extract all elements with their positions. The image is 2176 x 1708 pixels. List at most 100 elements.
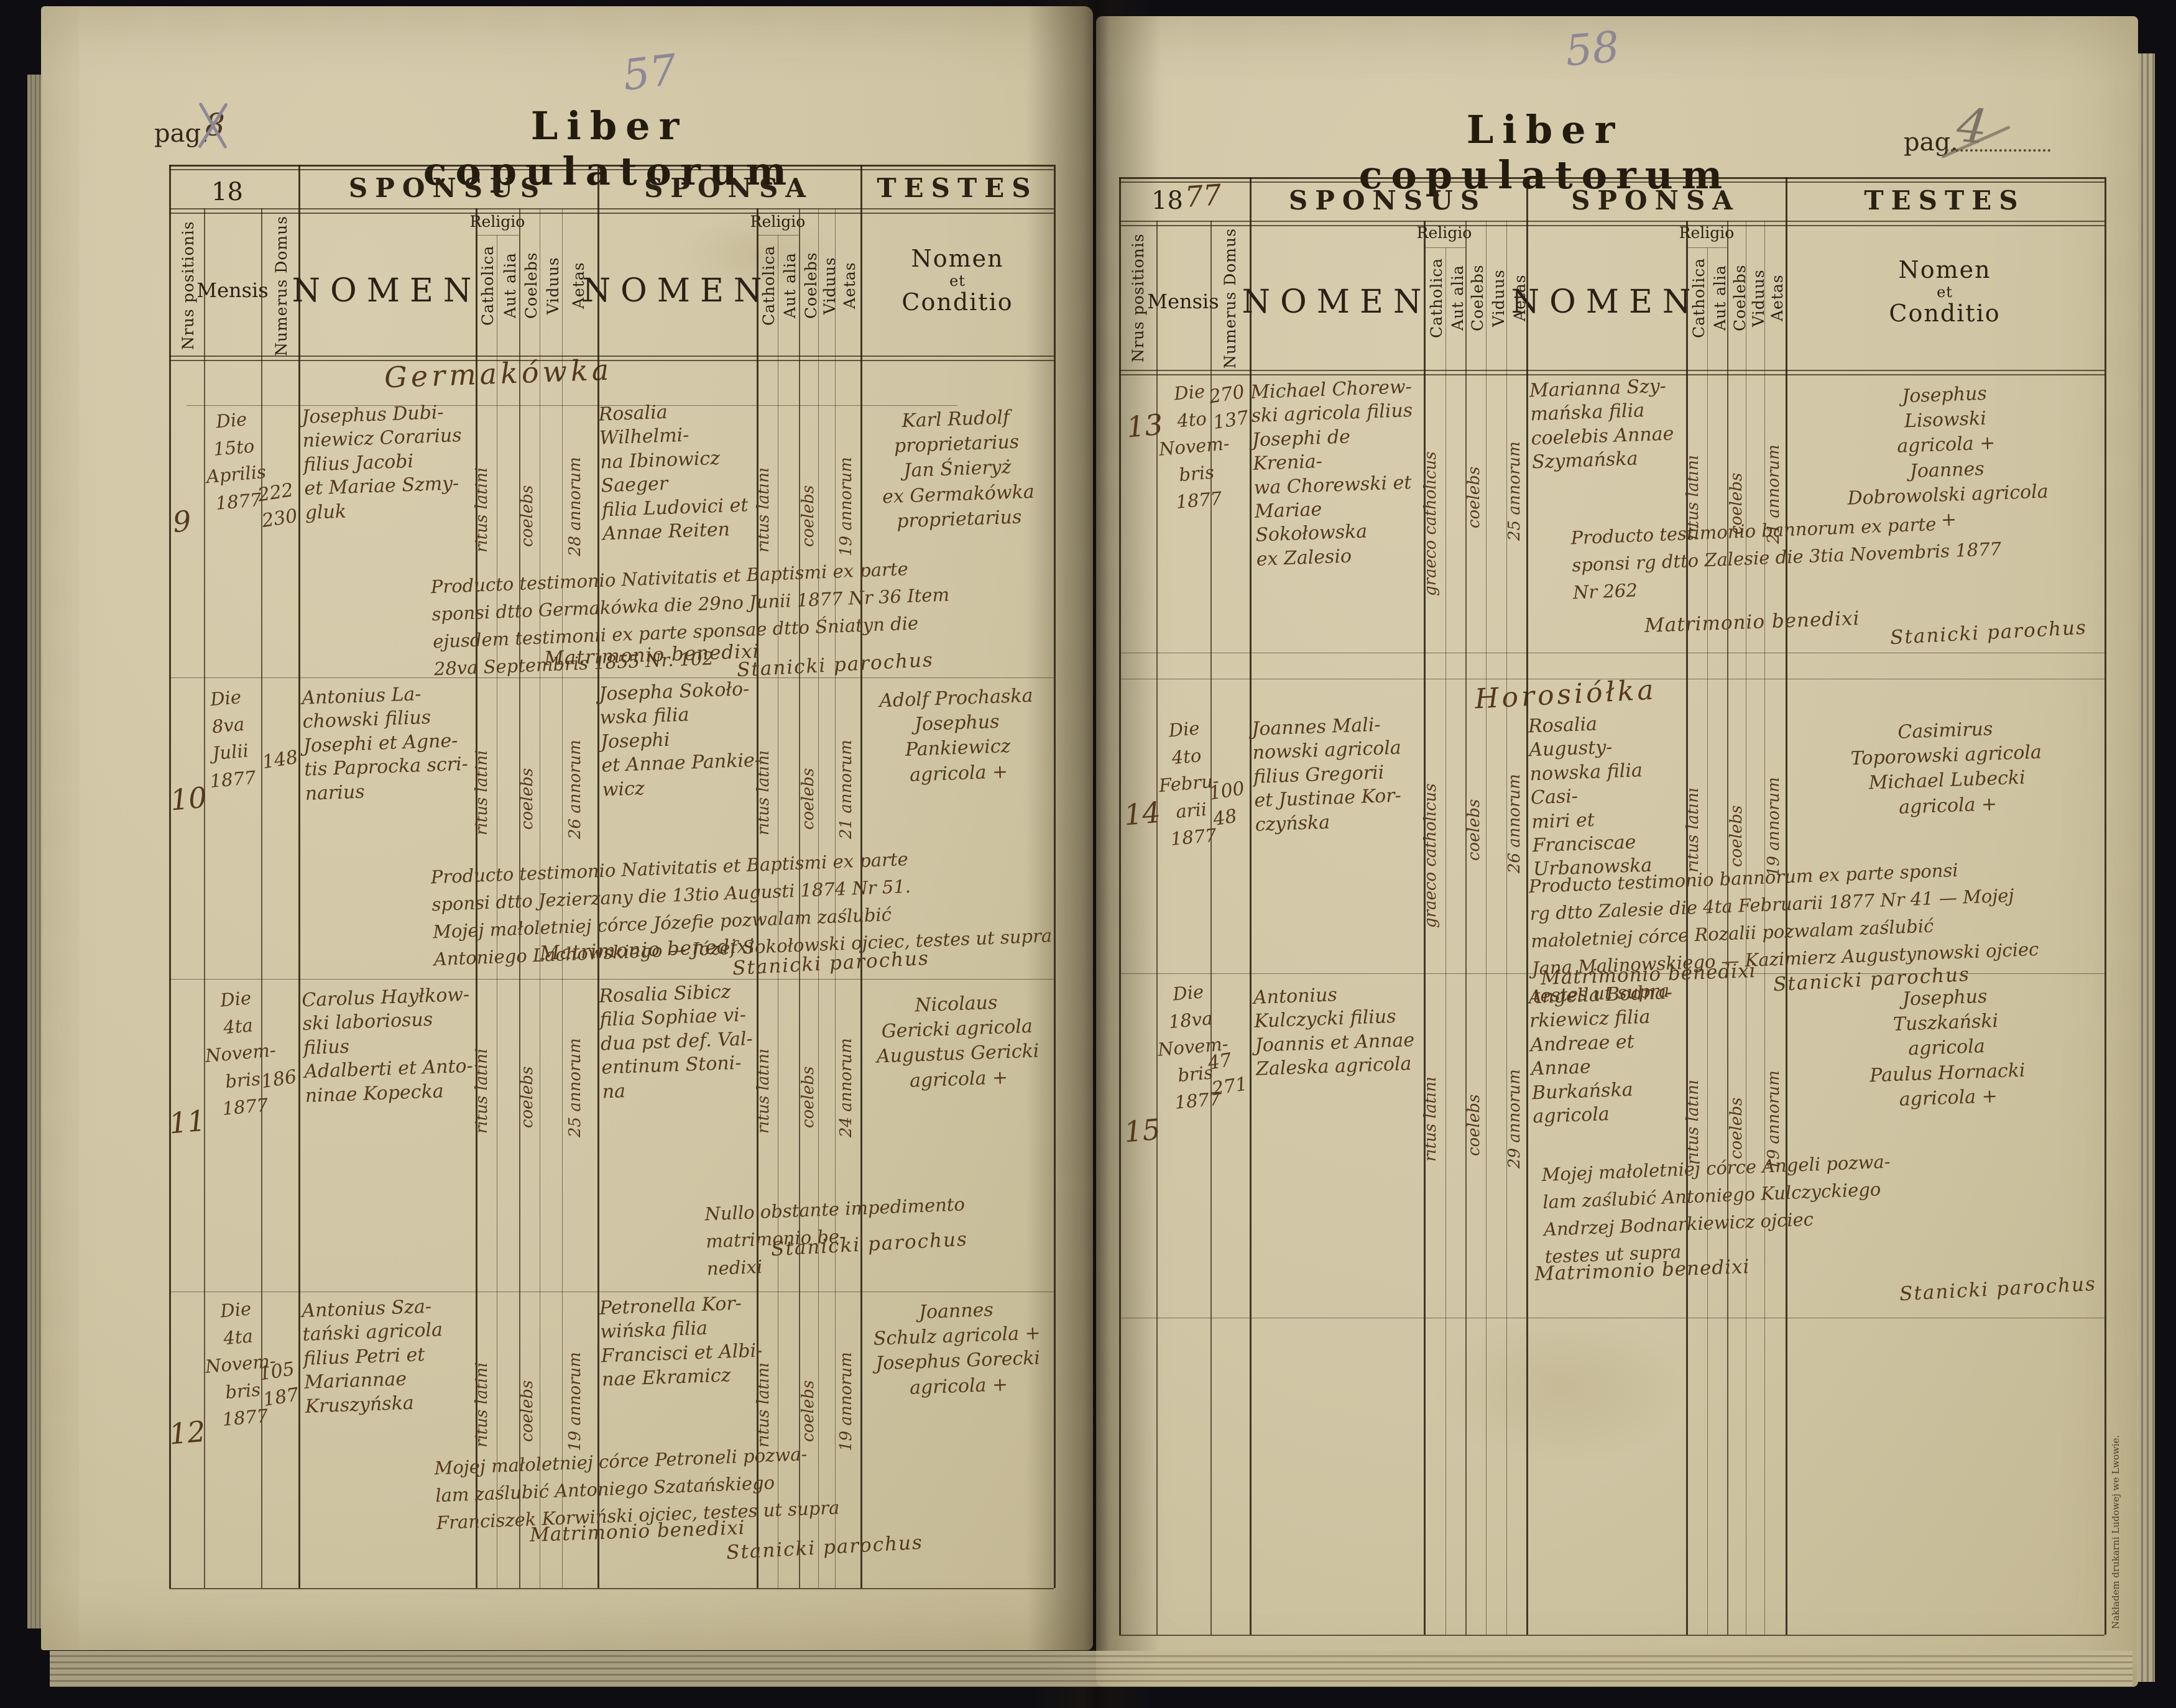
grid-line — [1119, 221, 2105, 222]
entry-10-sponsus-aetas: 26 annorum — [566, 740, 584, 839]
grid-line — [1486, 221, 1487, 1635]
grid-line — [298, 165, 300, 1588]
grid-line — [799, 208, 800, 1588]
col-religio: Religio — [469, 213, 525, 231]
entry-14-sponsus-status: coelebs — [1465, 799, 1483, 861]
col-testes-et: et — [949, 272, 966, 290]
grid-line — [169, 169, 1054, 170]
page-number-right: 4 — [1954, 96, 1990, 155]
entry-9-sponsus: Josephus Dubi- niewicz Corarius filius J… — [301, 401, 463, 524]
grid-line — [1119, 973, 2105, 974]
year-written-right: 77 — [1184, 178, 1223, 214]
entry-11-sponsa-ritus: ritus latini — [754, 1048, 773, 1134]
grid-line — [169, 208, 1054, 209]
col-catholica: Catholica — [1690, 257, 1708, 339]
entry-11-sponsa: Rosalia Sibicz filia Sophiae vi- dua pst… — [598, 981, 754, 1103]
entry-9-nr: 9 — [171, 503, 193, 539]
page-stack-edge-left — [27, 75, 42, 1628]
col-nrus: Nrus positionis — [179, 221, 197, 351]
col-aetas: Aetas — [569, 262, 588, 310]
left-page — [41, 6, 1093, 1650]
page-stack-edge-bottom — [50, 1651, 2132, 1687]
grid-line — [1119, 374, 2105, 375]
entry-15-nr: 15 — [1122, 1112, 1162, 1149]
header-sponsa: SPONSA — [644, 173, 813, 203]
pencil-folio-number-left: 57 — [620, 45, 680, 101]
col-aut-alia: Aut alia — [1711, 265, 1729, 331]
entry-13-sponsus-status: coelebs — [1465, 466, 1483, 528]
header-testes: TESTES — [1864, 185, 2026, 216]
grid-line — [476, 208, 477, 1588]
grid-line — [757, 208, 758, 1588]
col-nomen-sponsa: NOMEN — [582, 272, 772, 310]
entry-14-sponsus-aetas: 26 annorum — [1505, 774, 1524, 873]
col-viduus: Viduus — [544, 257, 562, 315]
col-nomen-sponsus: NOMEN — [1242, 283, 1432, 321]
grid-line — [1526, 177, 1528, 1635]
entry-11-sponsa-status: coelebs — [799, 1066, 818, 1128]
book-title-left: Liber copulatorum — [423, 103, 796, 194]
col-catholica: Catholica — [479, 245, 497, 326]
grid-line — [519, 208, 520, 1588]
entry-11-mensis: Die 4ta Novem- bris 1877 — [204, 987, 277, 1119]
grid-line — [818, 208, 819, 1588]
entry-10-sponsa: Josepha Sokoło- wska filia Josephi et An… — [598, 678, 762, 801]
col-domus: Numerus Domus — [1221, 227, 1239, 369]
col-coelebs: Coelebs — [1731, 264, 1749, 332]
entry-15-sponsus: Antonius Kulczycki filius Joannis et Ann… — [1253, 984, 1415, 1080]
entry-14-sponsus: Joannes Mali- nowski agricola filius Gre… — [1251, 714, 1402, 836]
entry-10-mensis: Die 8va Julii 1877 — [209, 686, 257, 792]
entry-14-sponsa: Rosalia Augusty- nowska filia Casi- miri… — [1528, 713, 1653, 881]
grid-line — [1727, 221, 1728, 1635]
grid-line — [597, 165, 599, 1588]
col-religio: Religio — [1416, 224, 1472, 242]
grid-line — [1424, 247, 1465, 248]
col-viduus: Viduus — [1490, 269, 1508, 327]
entry-12-testes: Joannes Schulz agricola + Josephus Gorec… — [873, 1298, 1041, 1399]
grid-line — [1054, 165, 1056, 1588]
entry-11-sponsa-aetas: 24 annorum — [837, 1038, 855, 1137]
grid-line — [1764, 221, 1765, 1635]
pencil-folio-number-right: 58 — [1563, 22, 1621, 76]
entry-15-testes: Josephus Tuszkański agricola Paulus Horn… — [1869, 985, 2026, 1111]
col-mensis: Mensis — [196, 278, 269, 302]
grid-line — [1119, 370, 2105, 371]
col-aetas: Aetas — [1768, 274, 1786, 322]
grid-line — [169, 360, 1054, 361]
col-testes-conditio: Conditio — [1889, 300, 2001, 327]
col-catholica: Catholica — [760, 245, 778, 326]
grid-line — [1786, 177, 1787, 1635]
pencil-cross-out — [191, 98, 235, 152]
entry-15-sponsa: Angella Bodna- rkiewicz filia Andreae et… — [1528, 981, 1673, 1128]
col-viduus: Viduus — [821, 257, 839, 315]
col-aetas: Aetas — [1511, 274, 1529, 322]
right-page — [1096, 16, 2138, 1687]
entry-15-sponsus-status: coelebs — [1465, 1094, 1483, 1156]
header-sponsus: SPONSUS — [348, 173, 547, 203]
col-coelebs: Coelebs — [802, 252, 820, 319]
entry-13-sponsus: Michael Chorew- ski agricola filius Jose… — [1250, 375, 1413, 571]
grid-line — [1119, 181, 2105, 183]
col-nomen-sponsa: NOMEN — [1511, 283, 1701, 321]
col-coelebs: Coelebs — [522, 252, 540, 319]
grid-line — [1707, 247, 1708, 1635]
grid-line — [1506, 221, 1507, 1635]
grid-line — [1424, 221, 1426, 1635]
grid-line — [476, 235, 519, 236]
grid-line — [204, 208, 205, 1588]
col-aut-alia: Aut alia — [781, 252, 799, 319]
grid-line — [1156, 221, 1158, 1635]
header-testes: TESTES — [877, 173, 1038, 203]
grid-line — [1210, 221, 1212, 1635]
entry-10-nr: 10 — [168, 780, 208, 817]
grid-line — [2105, 177, 2106, 1635]
grid-line — [860, 165, 862, 1588]
col-nomen-sponsus: NOMEN — [292, 272, 482, 310]
grid-line — [169, 356, 1054, 357]
col-aut-alia: Aut alia — [501, 252, 519, 319]
entry-12-nr: 12 — [167, 1414, 207, 1451]
grid-line — [562, 208, 563, 1588]
grid-line — [757, 235, 799, 236]
entry-11-sponsus-ritus: ritus latini — [473, 1048, 491, 1134]
